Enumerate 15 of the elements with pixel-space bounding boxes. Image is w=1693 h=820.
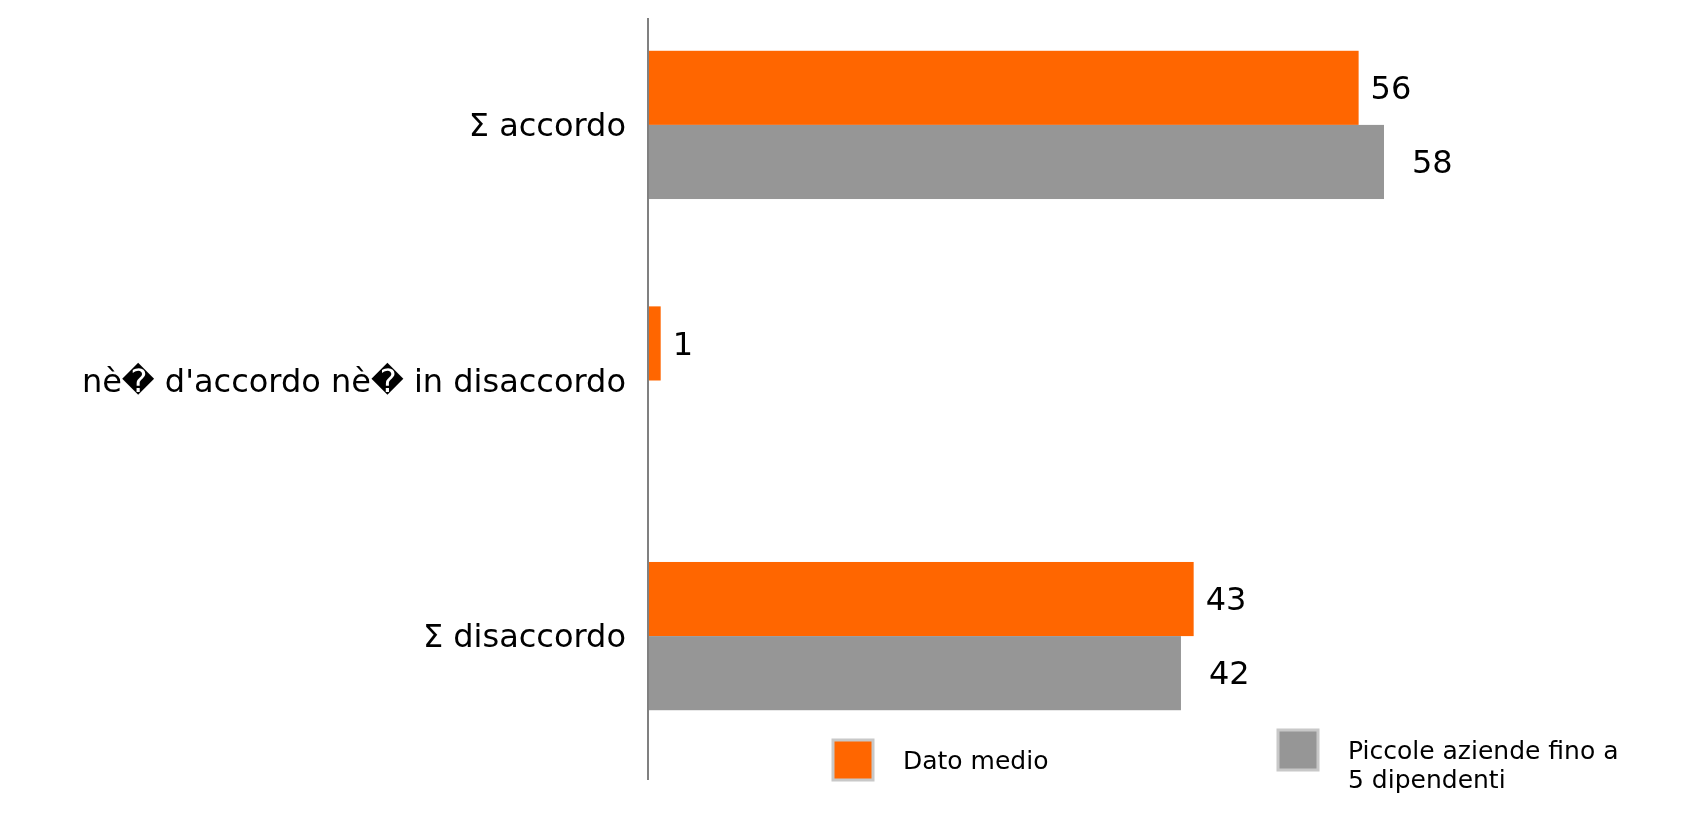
- bar: [648, 50, 1359, 125]
- bar: [648, 561, 1194, 637]
- y-tick-label: Σ accordo: [468, 106, 626, 145]
- y-tick-label: Σ disaccordo: [422, 617, 626, 656]
- legend-label: Dato medio: [903, 745, 1049, 775]
- data-label: 42: [1208, 654, 1250, 693]
- data-label: 58: [1412, 143, 1453, 182]
- bar: [648, 306, 661, 381]
- data-label: 56: [1370, 69, 1412, 108]
- data-label: 43: [1205, 580, 1247, 619]
- bar: [648, 124, 1384, 200]
- legend-label: Piccole aziende fino a 5 dipendenti: [1348, 735, 1619, 794]
- y-tick-label: nè� d'accordo nè� in disaccordo: [81, 361, 626, 400]
- data-label: 1: [672, 324, 694, 363]
- bar: [648, 636, 1181, 711]
